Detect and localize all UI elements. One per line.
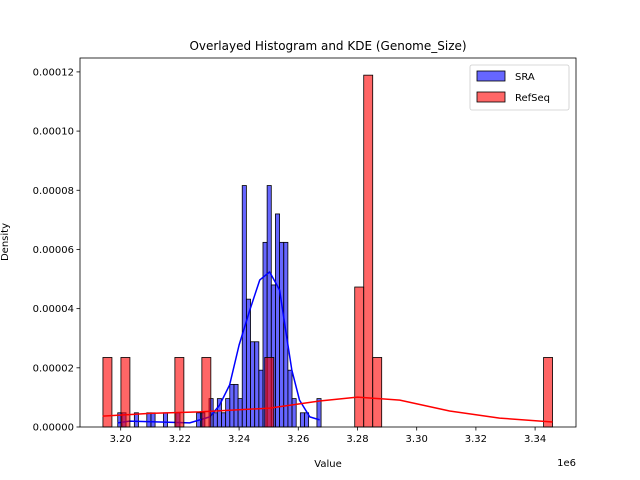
y-tick-label: 0.00012 — [33, 67, 74, 78]
x-tick-label: 3.22 — [169, 434, 191, 445]
plot-frame — [79, 57, 577, 428]
x-tick-label: 3.34 — [524, 434, 546, 445]
refseq-bar — [372, 357, 383, 428]
y-tick-label: 0.00008 — [33, 186, 74, 197]
sra-bar — [258, 369, 264, 428]
y-tick-label: 0.00000 — [33, 423, 74, 434]
y-axis: 0.00000 0.00002 0.00004 0.00006 0.00008 0.000… — [33, 67, 80, 434]
refseq-bar — [120, 357, 131, 428]
sra-bar — [221, 412, 227, 428]
sra-bar — [291, 398, 297, 428]
x-tick-label: 3.24 — [228, 434, 250, 445]
y-tick-label: 0.00004 — [33, 304, 74, 315]
x-axis-label: Value — [314, 459, 341, 470]
refseq-bar — [354, 286, 365, 428]
x-tick-label: 3.26 — [287, 434, 309, 445]
refseq-kde — [102, 396, 553, 423]
sra-bar — [146, 412, 152, 428]
sra-bar — [279, 241, 285, 428]
legend-swatch-refseq — [476, 91, 506, 103]
sra-bar — [150, 412, 156, 428]
sra-bar — [162, 412, 168, 428]
legend-label-sra: SRA — [515, 72, 535, 83]
refseq-bars — [102, 74, 553, 428]
refseq-bar — [543, 357, 553, 428]
legend-swatch-sra — [476, 70, 506, 82]
sra-bar — [212, 412, 218, 428]
sra-bar — [229, 383, 235, 428]
y-tick-label: 0.00010 — [33, 127, 74, 138]
x-tick-label: 3.30 — [406, 434, 428, 445]
x-tick-label: 3.32 — [465, 434, 487, 445]
y-axis-label: Density — [0, 223, 11, 261]
chart-title: Overlayed Histogram and KDE (Genome_Size… — [189, 39, 466, 53]
x-offset-label: 1e6 — [557, 458, 576, 469]
x-axis: 3.20 3.22 3.24 3.26 3.28 3.30 3.32 3.34 — [110, 427, 546, 445]
y-tick-label: 0.00006 — [33, 245, 74, 256]
sra-bar — [287, 369, 293, 428]
sra-bar — [250, 341, 256, 428]
x-tick-label: 3.20 — [110, 434, 132, 445]
sra-bar — [233, 383, 239, 428]
legend-label-refseq: RefSeq — [515, 93, 550, 104]
sra-bar — [225, 398, 231, 428]
sra-bar — [316, 398, 322, 428]
sra-bar — [299, 412, 305, 428]
sra-bar — [237, 398, 243, 428]
refseq-bar — [264, 357, 275, 428]
x-tick-label: 3.28 — [346, 434, 368, 445]
legend: SRA RefSeq — [469, 64, 570, 111]
sra-bar — [254, 341, 260, 428]
refseq-bar — [363, 74, 374, 428]
y-tick-label: 0.00002 — [33, 363, 74, 374]
refseq-kde-line — [102, 396, 553, 423]
refseq-bar — [201, 357, 212, 428]
refseq-bar — [174, 357, 185, 428]
sra-bar — [275, 213, 280, 428]
sra-bar — [241, 185, 247, 428]
